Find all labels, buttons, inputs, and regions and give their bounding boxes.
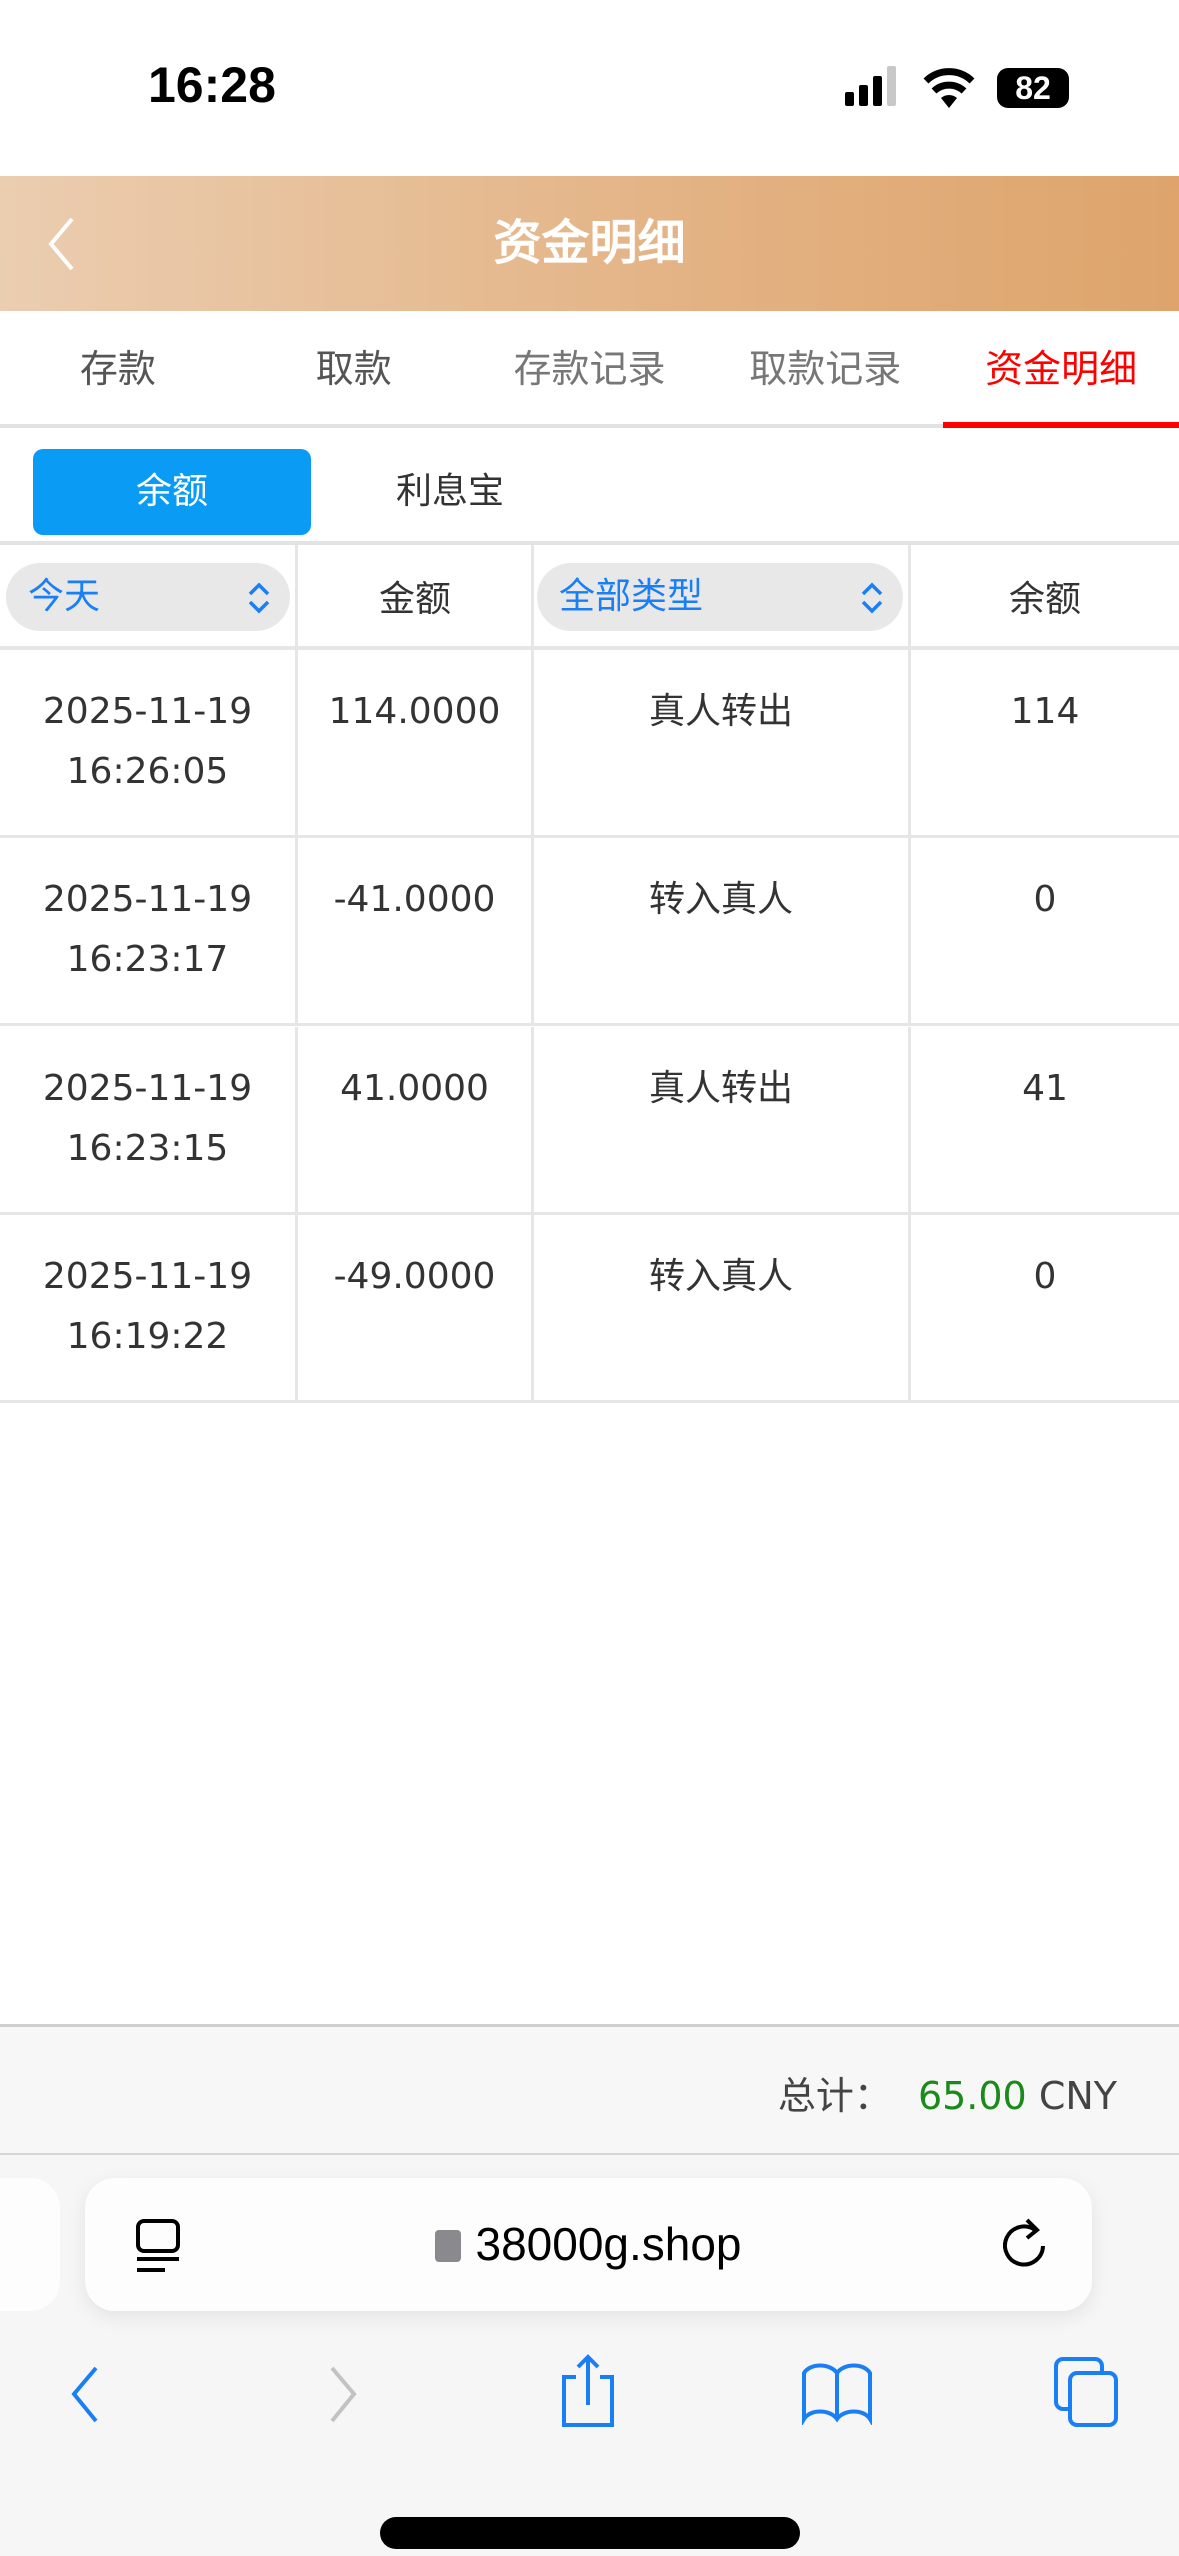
url-text[interactable]: 38000g.shop: [85, 2178, 1092, 2311]
tab-withdraw-records[interactable]: 取款记录: [749, 347, 902, 391]
type-filter-select[interactable]: 全部类型: [537, 563, 903, 631]
balance-header: 余额: [1008, 578, 1081, 620]
table-row: 2025-11-19 16:23:17 -41.0000 转入真人 0: [0, 838, 1179, 1026]
row-type: 真人转出: [648, 1068, 793, 1109]
row-time: 16:26:05: [66, 751, 229, 792]
total-footer: 总计： 65.00 CNY: [0, 2024, 1179, 2155]
reload-icon[interactable]: [1003, 2216, 1053, 2276]
battery-icon: 82: [997, 68, 1069, 108]
lock-icon: [435, 2230, 462, 2262]
page-header: 资金明细: [0, 176, 1179, 311]
wifi-icon: [923, 68, 975, 108]
row-balance: 114: [1010, 691, 1080, 732]
address-bar[interactable]: 38000g.shop: [85, 2178, 1092, 2311]
total-currency: CNY: [1038, 2074, 1117, 2118]
total-label: 总计：: [777, 2074, 892, 2118]
forward-nav-icon[interactable]: [322, 2365, 362, 2425]
share-icon[interactable]: [558, 2353, 618, 2429]
amount-header: 金额: [378, 578, 451, 620]
page-title: 资金明细: [493, 215, 686, 271]
status-bar: 16:28 82: [0, 0, 1179, 176]
row-amount: -49.0000: [333, 1256, 496, 1297]
row-amount: -41.0000: [333, 879, 496, 920]
row-type: 转入真人: [648, 1256, 793, 1297]
type-filter-value: 全部类型: [559, 576, 704, 617]
url-value: 38000g.shop: [475, 2218, 742, 2270]
row-type: 转入真人: [648, 879, 793, 920]
previous-tab-pill[interactable]: [0, 2178, 60, 2311]
table-row: 2025-11-19 16:23:15 41.0000 真人转出 41: [0, 1027, 1179, 1215]
row-date: 2025-11-19: [42, 1068, 253, 1109]
sub-tab-bar: 余额 利息宝: [0, 428, 1179, 545]
tabs-icon[interactable]: [1052, 2355, 1122, 2429]
tab-deposit[interactable]: 存款: [79, 347, 156, 391]
row-time: 16:23:15: [66, 1128, 229, 1169]
back-button[interactable]: [46, 216, 76, 272]
row-balance: 0: [1033, 879, 1057, 920]
row-date: 2025-11-19: [42, 1256, 253, 1297]
total-value: 65.00: [917, 2074, 1027, 2118]
row-date: 2025-11-19: [42, 879, 253, 920]
row-balance: 0: [1033, 1256, 1057, 1297]
date-filter-value: 今天: [28, 576, 101, 617]
status-time: 16:28: [148, 57, 276, 113]
date-filter-select[interactable]: 今天: [6, 563, 290, 631]
tab-bar: 存款 取款 存款记录 取款记录 资金明细: [0, 311, 1179, 428]
chevron-updown-icon: [248, 582, 270, 614]
bookmarks-icon[interactable]: [800, 2363, 874, 2425]
sub-tab-interest[interactable]: 利息宝: [395, 471, 504, 512]
sub-tab-balance[interactable]: 余额: [33, 449, 311, 535]
tab-deposit-records[interactable]: 存款记录: [513, 347, 666, 391]
row-amount: 114.0000: [328, 691, 501, 732]
row-amount: 41.0000: [340, 1068, 489, 1109]
table-row: 2025-11-19 16:19:22 -49.0000 转入真人 0: [0, 1215, 1179, 1403]
table-row: 2025-11-19 16:26:05 114.0000 真人转出 114: [0, 650, 1179, 838]
tab-fund-details[interactable]: 资金明细: [943, 311, 1179, 428]
row-balance: 41: [1022, 1068, 1068, 1109]
back-nav-icon[interactable]: [66, 2365, 106, 2425]
tab-withdraw[interactable]: 取款: [315, 347, 392, 391]
signal-icon: [845, 66, 896, 106]
total-summary: 总计： 65.00 CNY: [778, 2065, 1117, 2120]
row-type: 真人转出: [648, 691, 793, 732]
browser-chrome: 38000g.shop: [0, 2155, 1179, 2556]
row-time: 16:19:22: [66, 1316, 229, 1357]
row-time: 16:23:17: [66, 939, 229, 980]
row-date: 2025-11-19: [42, 691, 253, 732]
table-header: 今天 金额 全部类型 余额: [0, 545, 1179, 650]
home-indicator: [380, 2517, 800, 2549]
chevron-updown-icon: [861, 582, 883, 614]
reader-icon: [136, 2219, 180, 2272]
